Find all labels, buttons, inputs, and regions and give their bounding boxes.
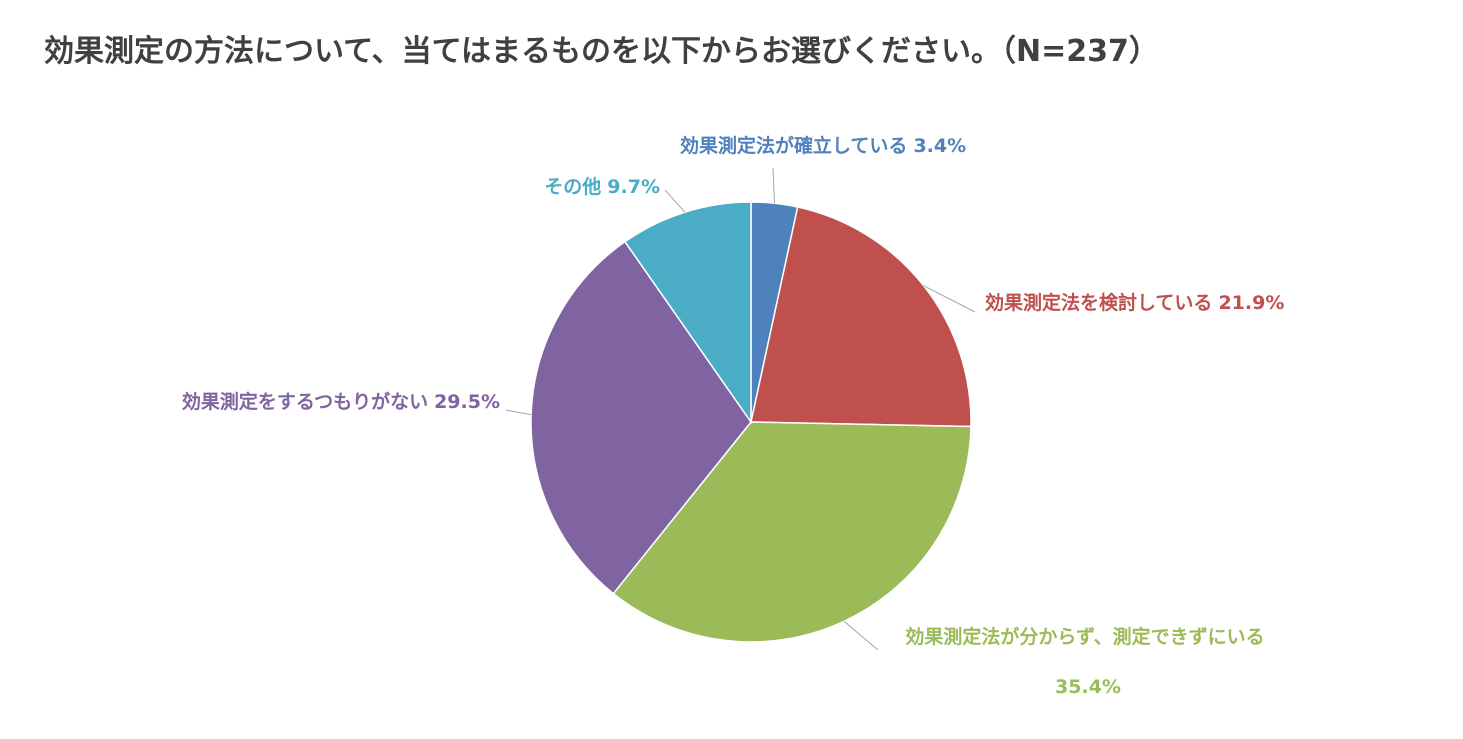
value-label: 35.4% — [1055, 676, 1121, 698]
category-label: 効果測定法が確立している — [680, 135, 908, 157]
category-label: その他 — [544, 176, 602, 198]
pie-slice — [750, 206, 972, 428]
value-label: 29.5% — [434, 391, 500, 413]
chart-title: 効果測定の方法について、当てはまるものを以下からお選びください。（N=237） — [44, 34, 1159, 69]
value-label: 9.7% — [607, 176, 660, 198]
data-label: 効果測定法が分からず、測定できずにいる 35.4% — [880, 612, 1290, 712]
data-label: 効果測定法を検討している 21.9% — [985, 278, 1385, 328]
data-label: 効果測定をするつもりがない 29.5% — [60, 377, 500, 427]
category-label: 効果測定法を検討している — [985, 292, 1213, 314]
leader-line — [923, 285, 976, 313]
pie-slice — [623, 201, 752, 425]
value-label: 3.4% — [913, 135, 967, 157]
category-label: 効果測定をするつもりがない — [181, 391, 429, 413]
leader-line — [772, 167, 775, 204]
leader-line — [843, 620, 879, 651]
data-label: 効果測定法が確立している 3.4% — [680, 121, 1080, 171]
leader-line — [505, 409, 532, 416]
data-label: その他 9.7% — [300, 162, 660, 212]
leader-line — [664, 189, 686, 213]
value-label: 21.9% — [1218, 292, 1285, 314]
category-label: 効果測定法が分からず、測定できずにいる — [905, 626, 1265, 648]
pie-slice — [612, 421, 972, 643]
